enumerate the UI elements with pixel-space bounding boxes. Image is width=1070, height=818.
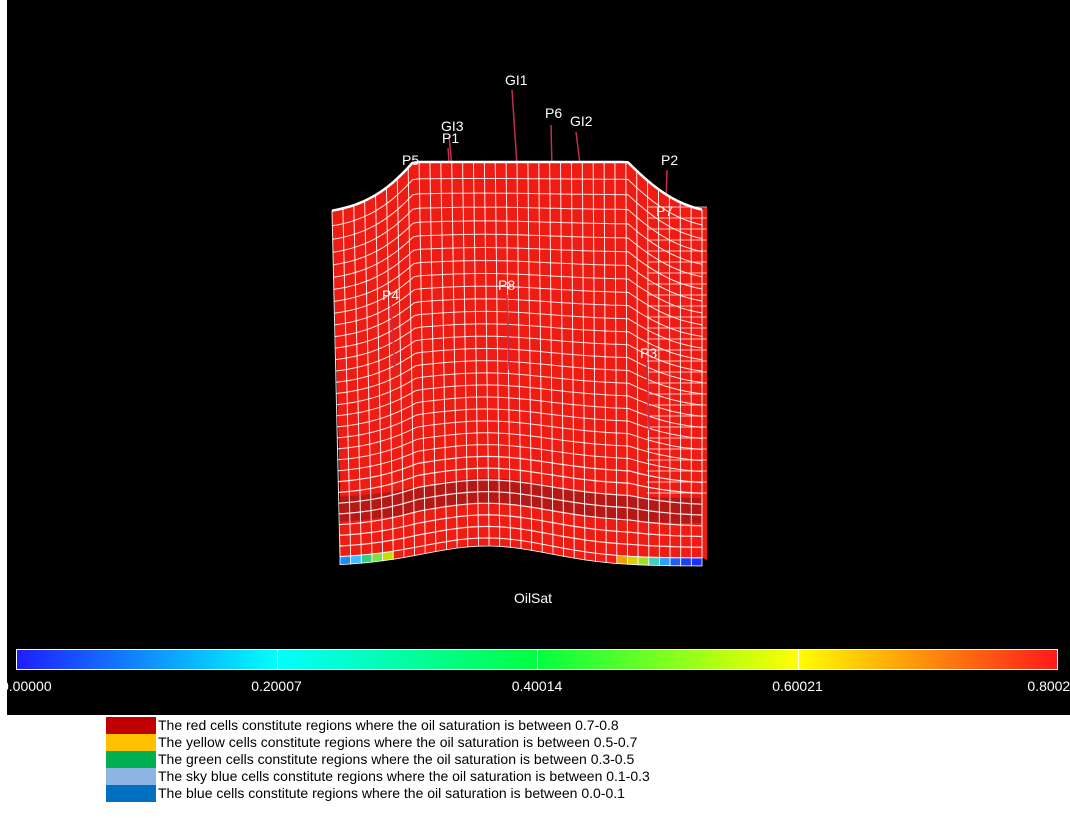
legend-item-sky-blue: The sky blue cells constitute regions wh… [106, 768, 650, 785]
colorbar-tick-label: 0.00000 [7, 678, 52, 694]
colorbar-tick-label: 0.80028 [1027, 678, 1070, 694]
well-label: P7 [656, 203, 673, 219]
legend-item-green: The green cells constitute regions where… [106, 751, 650, 768]
well-label: P5 [402, 152, 419, 168]
reservoir-grid-lines [331, 160, 707, 559]
legend-text-yellow: The yellow cells constitute regions wher… [158, 734, 638, 750]
legend-text-red: The red cells constitute regions where t… [158, 717, 619, 733]
well-label: P6 [545, 105, 562, 121]
colorbar-title: OilSat [513, 590, 553, 606]
colorbar-tick [537, 649, 538, 670]
colorbar-tick-label: 0.20007 [251, 678, 302, 694]
well-trajectory [390, 304, 396, 371]
well-label: P8 [498, 277, 515, 293]
legend-item-yellow: The yellow cells constitute regions wher… [106, 734, 650, 751]
colorbar-tick [277, 649, 278, 670]
well-label: P2 [661, 152, 678, 168]
well-label: P3 [640, 345, 657, 361]
well-trajectory [511, 89, 518, 166]
legend-item-red: The red cells constitute regions where t… [106, 717, 650, 734]
colorbar-tick-label: 0.40014 [511, 678, 563, 694]
legend-text-green: The green cells constitute regions where… [158, 751, 635, 767]
legend-swatch-green [106, 751, 156, 768]
well-label: GI2 [570, 113, 593, 129]
colorbar-tick-label: 0.60021 [772, 678, 823, 694]
colorbar-tick [798, 649, 799, 670]
well-label: GI3 [441, 118, 464, 134]
legend-text-blue: The blue cells constitute regions where … [158, 785, 625, 801]
legend-swatch-yellow [106, 734, 156, 751]
bottom-cell-row [339, 537, 703, 567]
well-trajectory [506, 294, 510, 371]
well-label: P1 [442, 130, 459, 146]
legend-item-blue: The blue cells constitute regions where … [106, 785, 650, 802]
well-label: GI1 [505, 72, 528, 88]
legend-swatch-sky-blue [106, 768, 156, 785]
saturation-legend: The red cells constitute regions where t… [106, 717, 650, 802]
legend-swatch-blue [106, 785, 156, 802]
well-trajectory [646, 361, 650, 431]
legend-swatch-red [106, 717, 156, 734]
well-label: P4 [382, 287, 399, 303]
well-trajectories-front [390, 294, 650, 431]
legend-text-sky-blue: The sky blue cells constitute regions wh… [158, 768, 650, 784]
